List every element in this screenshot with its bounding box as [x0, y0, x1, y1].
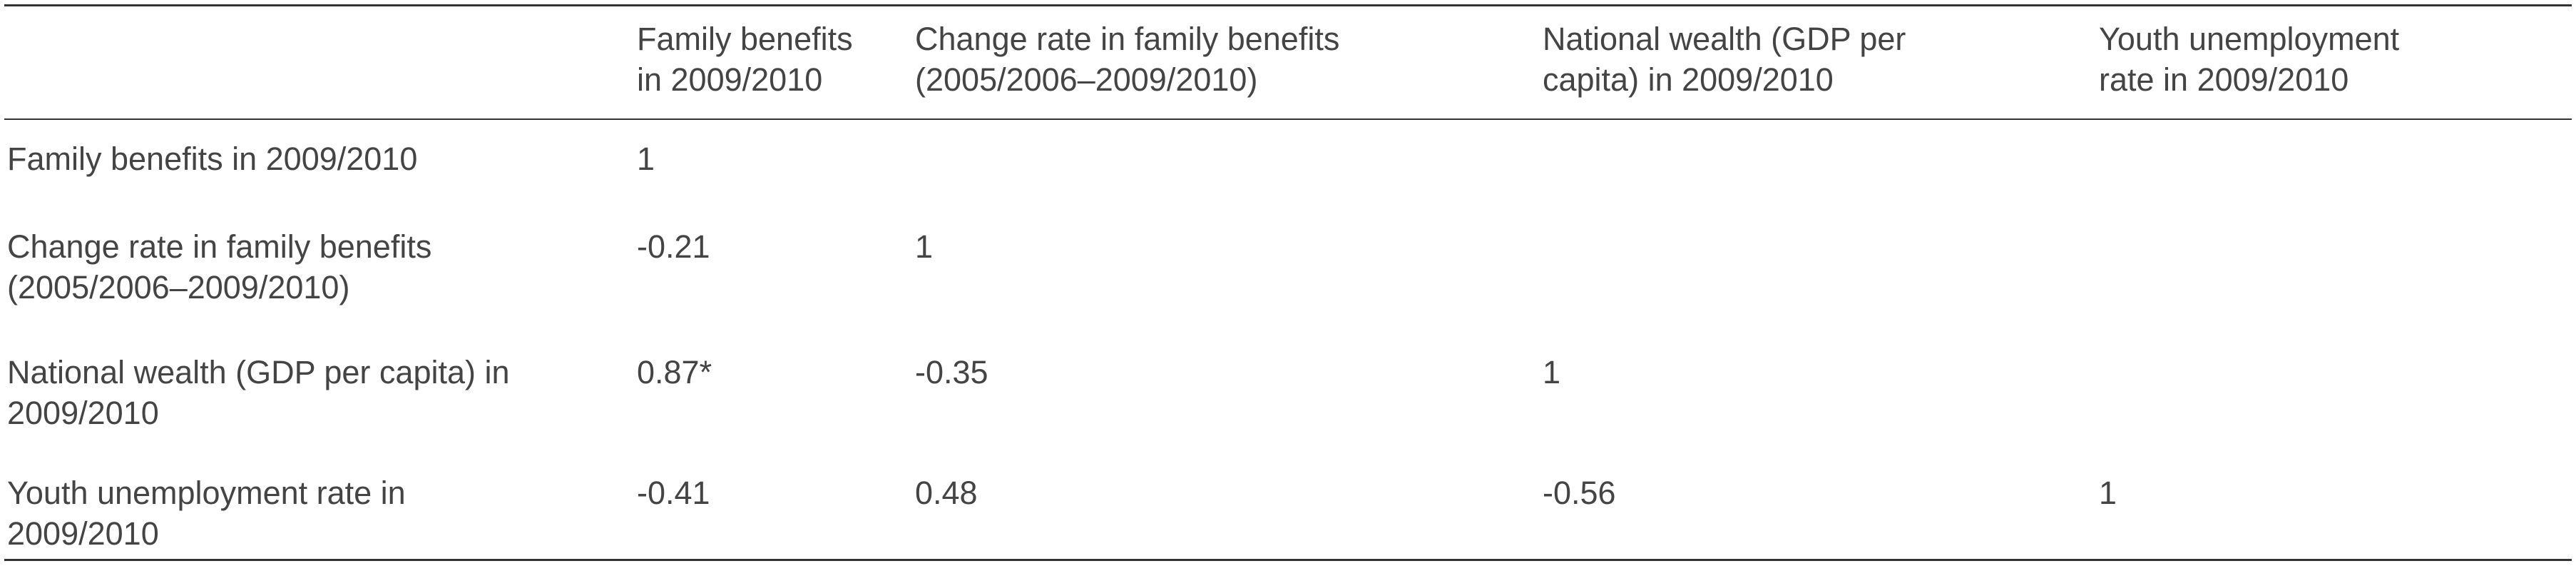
table-cell: -0.35	[915, 354, 988, 390]
column-header-family-benefits: Family benefits in 2009/2010	[637, 21, 853, 98]
header-rule	[4, 118, 2572, 120]
table-cell: 1	[1543, 354, 1561, 390]
table-cell: -0.41	[637, 475, 710, 511]
table-cell: 1	[915, 228, 934, 265]
table-cell: 1	[637, 141, 655, 177]
table-cell: 0.87*	[637, 354, 712, 390]
column-header-national-wealth: National wealth (GDP per capita) in 2009…	[1543, 21, 1906, 98]
column-header-youth-unemployment: Youth unemployment rate in 2009/2010	[2099, 21, 2400, 98]
table-bottom-rule	[4, 559, 2572, 561]
column-header-change-rate: Change rate in family benefits (2005/200…	[915, 21, 1340, 98]
row-label-family-benefits: Family benefits in 2009/2010	[7, 141, 418, 177]
row-label-national-wealth: National wealth (GDP per capita) in 2009…	[7, 354, 510, 431]
row-label-change-rate: Change rate in family benefits (2005/200…	[7, 228, 432, 305]
table-cell: -0.21	[637, 228, 710, 265]
row-label-youth-unemployment: Youth unemployment rate in 2009/2010	[7, 475, 406, 552]
table-cell: 1	[2099, 475, 2117, 511]
table-cell: 0.48	[915, 475, 978, 511]
table-cell: -0.56	[1543, 475, 1616, 511]
table-top-rule	[4, 4, 2572, 6]
